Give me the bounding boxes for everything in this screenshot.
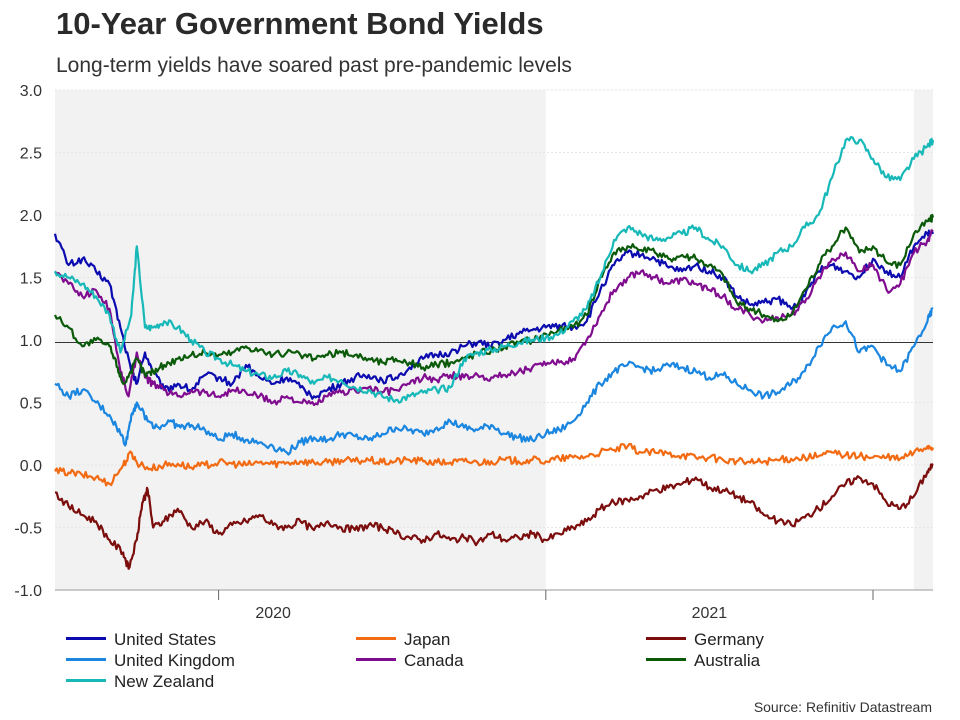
legend-item-japan: Japan — [356, 630, 450, 650]
line-chart: 3.0 2.5 2.0 1.5 1.0 0.5 0.0 -0.5 -1.0 2020 2021 — [14, 83, 935, 622]
y-tick-label: -0.5 — [14, 521, 42, 538]
legend-label-united-kingdom: United Kingdom — [114, 651, 235, 670]
legend-swatch-japan — [356, 637, 396, 641]
series-line-germany — [54, 463, 934, 570]
legend-label-new-zealand: New Zealand — [114, 672, 215, 691]
x-tick-label: 2020 — [255, 605, 291, 622]
legend-item-new-zealand: New Zealand — [66, 672, 214, 692]
legend-label-united-states: United States — [114, 630, 217, 649]
legend-item-canada: Canada — [356, 651, 464, 671]
series-line-japan — [54, 443, 935, 487]
y-tick-label: 2.5 — [20, 146, 42, 163]
series-line-new-zealand — [53, 135, 935, 404]
series-line-united-states — [53, 229, 935, 400]
y-tick-label: 0.0 — [20, 458, 42, 475]
legend-item-australia: Australia — [646, 651, 760, 671]
source-note: Source: Refinitiv Datastream — [753, 699, 932, 715]
legend-swatch-australia — [646, 658, 686, 662]
legend-item-united-kingdom: United Kingdom — [66, 651, 235, 671]
y-tick-label: 1.5 — [20, 271, 42, 288]
legend-swatch-canada — [356, 658, 396, 662]
x-tick-label: 2021 — [692, 605, 728, 622]
legend-swatch-united-kingdom — [66, 658, 106, 662]
series-line-united-kingdom — [54, 307, 934, 456]
chart-title: 10-Year Government Bond Yields — [56, 6, 544, 41]
y-tick-label: 1.0 — [20, 333, 42, 350]
legend-label-canada: Canada — [404, 651, 464, 670]
legend-item-united-states: United States — [66, 630, 216, 650]
legend-label-australia: Australia — [694, 651, 761, 670]
legend-swatch-united-states — [66, 637, 106, 641]
legend-swatch-new-zealand — [66, 679, 106, 683]
y-tick-label: -1.0 — [14, 583, 42, 600]
chart-subtitle: Long-term yields have soared past pre-pa… — [56, 54, 572, 77]
legend: United States Japan Germany United Kingd… — [66, 630, 826, 696]
y-tick-label: 2.0 — [20, 208, 42, 225]
y-tick-label: 3.0 — [20, 83, 42, 100]
legend-item-germany: Germany — [646, 630, 764, 650]
legend-swatch-germany — [646, 637, 686, 641]
y-tick-label: 0.5 — [20, 396, 42, 413]
legend-label-germany: Germany — [694, 630, 764, 649]
legend-label-japan: Japan — [404, 630, 451, 649]
